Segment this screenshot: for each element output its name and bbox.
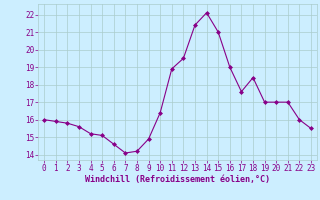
X-axis label: Windchill (Refroidissement éolien,°C): Windchill (Refroidissement éolien,°C)	[85, 175, 270, 184]
